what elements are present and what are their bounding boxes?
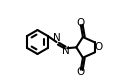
Text: N: N [62, 46, 70, 56]
Text: O: O [94, 42, 102, 52]
Text: N: N [53, 33, 61, 43]
Text: O: O [76, 67, 84, 77]
Text: O: O [76, 18, 84, 28]
